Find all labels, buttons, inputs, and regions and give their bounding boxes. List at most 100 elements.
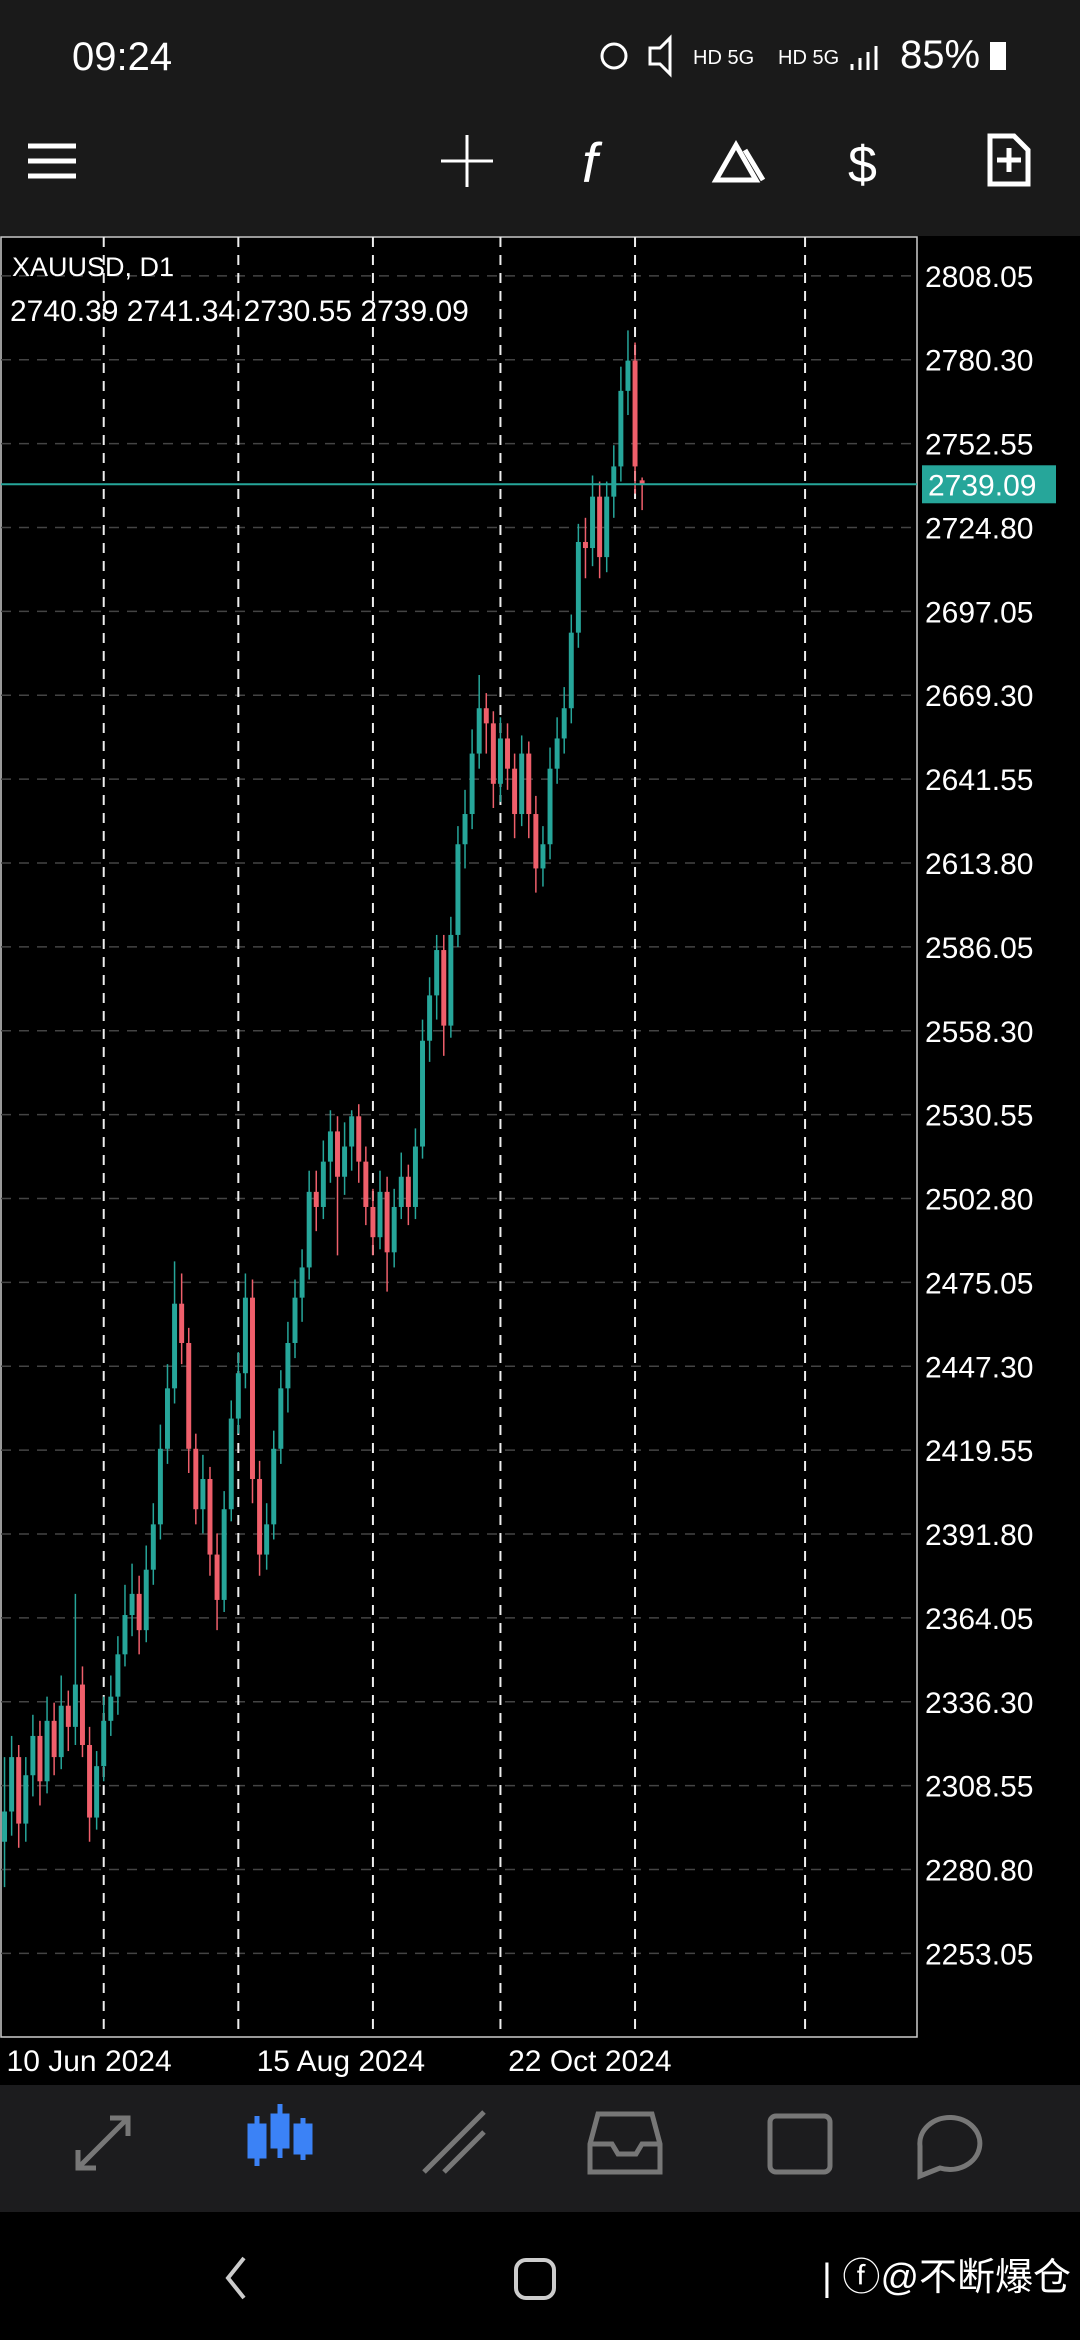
candle-body [582,541,588,549]
candle-body [200,1479,206,1510]
candle-body [72,1684,78,1727]
y-tick-label: 2364.05 [925,1603,1033,1636]
candle-body [179,1303,185,1343]
y-tick-label: 2724.80 [925,512,1033,545]
candle-body [257,1479,263,1555]
candle-body [469,753,475,815]
price-label: 2739.09 [928,469,1036,502]
y-tick-label: 2808.05 [925,261,1033,294]
candle-body [313,1191,319,1207]
y-tick-label: 2752.55 [925,429,1033,462]
candle-body [335,1131,340,1177]
svg-text:HD 5G: HD 5G [693,47,754,69]
candle-body [285,1342,291,1389]
y-tick-label: 2613.80 [925,848,1033,881]
ohlc-low: 2730.55 [244,295,352,328]
bottom-nav-icons [75,2104,983,2180]
y-tick-label: 2669.30 [925,680,1033,713]
status-icons: HD 5G HD 5G [600,34,878,78]
candle-body [186,1342,192,1449]
candle-body [448,934,454,1026]
candle-body [597,496,603,558]
trade-button[interactable]: $ [848,136,877,194]
news-tab[interactable] [767,2113,833,2175]
chart-tab[interactable] [247,2104,313,2166]
candle-body [575,541,581,633]
menu-button[interactable] [28,143,76,179]
candle-body [58,1705,64,1758]
y-tick-label: 2558.30 [925,1016,1033,1049]
candle-body [44,1720,50,1782]
candle-body [250,1297,255,1480]
y-tick-label: 2502.80 [925,1184,1033,1217]
candle-body [278,1388,284,1449]
x-tick-label: 15 Aug 2024 [257,2045,426,2078]
history-tab[interactable] [587,2111,663,2175]
symbol-label: XAUUSD, D1 [12,252,174,282]
y-tick-label: 2697.05 [925,596,1033,629]
objects-button[interactable] [711,139,766,183]
candle-body [94,1766,100,1818]
candle-body [370,1206,376,1238]
top-background [0,0,1080,236]
y-tick-label: 2530.55 [925,1100,1033,1133]
candle-body [65,1705,71,1727]
candle-body [512,768,518,815]
home-button[interactable] [514,2258,556,2300]
new-order-button[interactable] [987,133,1031,187]
candle-body [23,1775,29,1824]
candle-body [533,814,539,869]
candle-body [604,496,610,558]
candle-body [306,1191,312,1268]
candle-body [590,496,596,549]
trade-tab[interactable] [422,2110,486,2174]
candle-body [101,1720,107,1767]
candle-body [554,738,560,769]
candle-body [483,708,489,724]
ohlc-label: 2740.39 2741.34 2730.55 2739.09 [10,295,469,328]
ohlc-close: 2739.09 [360,295,468,328]
candle-body [193,1448,199,1510]
y-tick-label: 2391.80 [925,1519,1033,1552]
y-tick-label: 2308.55 [925,1771,1033,1804]
candle-body [299,1267,305,1298]
ohlc-high: 2741.34 [127,295,235,328]
system-nav [225,2256,556,2300]
candle-body [37,1735,43,1782]
back-button[interactable] [225,2256,246,2300]
battery-icon [990,42,1006,70]
candle-body [490,723,496,784]
candle-body [242,1297,248,1374]
candle-body [547,768,553,845]
candle-body [412,1146,418,1207]
crosshair-button[interactable] [441,135,493,187]
candle-body [87,1745,93,1818]
quotes-tab[interactable] [75,2115,131,2171]
x-tick-label: 10 Jun 2024 [7,2045,172,2078]
candle-body [384,1191,390,1253]
candle-body [356,1116,362,1162]
candle-body [16,1757,22,1824]
candle-body [235,1373,241,1419]
candle-body [9,1757,15,1812]
chart: 2808.05 2780.30 2752.55 2724.80 2697.05 2669.… [0,236,1056,2078]
candle-body [625,360,631,391]
y-tick-label: 2336.30 [925,1687,1033,1720]
candle-body [427,995,433,1041]
y-tick-label: 2586.05 [925,932,1033,965]
candle-body [639,480,645,485]
y-tick-label: 2253.05 [925,1938,1033,1971]
y-tick-label: 2419.55 [925,1435,1033,1468]
candle-body [455,844,461,935]
ohlc-open: 2740.39 [10,295,118,328]
candle-body [30,1735,36,1776]
candle-body [611,466,617,497]
candle-body [165,1388,170,1449]
candle-body [207,1479,213,1555]
candle-body [115,1654,121,1697]
messages-tab[interactable] [917,2114,983,2180]
candle-body [434,950,440,996]
candle-body [228,1418,234,1510]
